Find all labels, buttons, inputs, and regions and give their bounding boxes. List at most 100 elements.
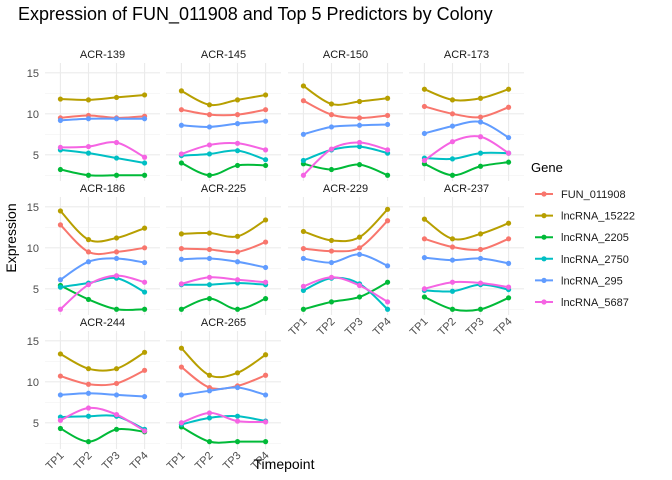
y-tick-label: 10	[27, 109, 39, 121]
data-point-fun-011908	[206, 246, 213, 253]
data-point-fun-011908	[178, 246, 185, 252]
data-point-lncrna-5687	[477, 134, 484, 140]
x-tick-label: TP1	[44, 450, 67, 473]
series-line-lncrna-15222	[303, 208, 389, 243]
data-point-fun-011908	[234, 249, 241, 255]
data-point-lncrna-15222	[505, 86, 512, 92]
series-line-lncrna-5687	[181, 411, 266, 424]
series-line-lncrna-5687	[424, 280, 509, 290]
data-point-lncrna-295	[328, 259, 335, 266]
x-tick-label: TP2	[436, 316, 459, 339]
data-point-lncrna-2750	[300, 157, 307, 164]
data-point-lncrna-2205	[356, 294, 363, 300]
data-point-lncrna-2205	[477, 306, 484, 312]
legend-key-point	[541, 256, 547, 262]
data-point-fun-011908	[262, 239, 269, 245]
data-point-lncrna-2750	[477, 150, 484, 156]
data-point-lncrna-295	[178, 256, 185, 262]
data-point-lncrna-5687	[300, 172, 307, 178]
x-axis-title: Timepoint	[254, 456, 315, 472]
y-tick-label: 15	[27, 68, 39, 80]
data-point-lncrna-2205	[141, 172, 148, 178]
data-point-fun-011908	[57, 222, 64, 228]
series-line-lncrna-295	[181, 120, 266, 128]
panel-acr-225: ACR-225	[166, 183, 281, 315]
data-point-lncrna-5687	[206, 410, 213, 416]
data-point-lncrna-295	[505, 134, 512, 141]
series-line-lncrna-2205	[180, 162, 266, 177]
data-point-lncrna-5687	[178, 281, 185, 287]
data-point-lncrna-15222	[262, 92, 269, 98]
data-point-lncrna-5687	[57, 417, 64, 423]
series-line-fun-011908	[60, 114, 145, 119]
data-point-lncrna-295	[141, 259, 148, 266]
series-line-lncrna-2750	[424, 283, 509, 293]
series-line-lncrna-2205	[303, 281, 389, 311]
data-point-lncrna-2750	[356, 143, 363, 150]
series-line-lncrna-5687	[302, 141, 388, 176]
data-point-lncrna-15222	[262, 217, 269, 223]
series-line-lncrna-5687	[181, 276, 266, 285]
data-point-lncrna-15222	[206, 230, 213, 236]
data-point-lncrna-2205	[328, 166, 335, 173]
panel-acr-145: ACR-145	[166, 49, 281, 181]
data-point-lncrna-5687	[477, 280, 484, 286]
data-point-lncrna-5687	[113, 139, 120, 146]
data-point-lncrna-15222	[505, 220, 512, 226]
data-point-lncrna-295	[356, 251, 363, 257]
series-line-fun-011908	[181, 108, 266, 117]
y-tick-label: 10	[27, 243, 39, 255]
data-point-lncrna-2750	[57, 284, 64, 290]
data-point-lncrna-2205	[262, 439, 269, 445]
data-point-lncrna-2205	[328, 299, 335, 305]
data-point-lncrna-2750	[384, 306, 391, 312]
data-point-lncrna-2205	[421, 294, 428, 300]
data-point-lncrna-15222	[356, 234, 363, 240]
series-line-lncrna-2750	[181, 149, 266, 161]
data-point-lncrna-5687	[384, 147, 391, 153]
data-point-lncrna-295	[384, 121, 391, 128]
data-point-fun-011908	[477, 246, 484, 253]
data-point-fun-011908	[206, 112, 213, 118]
data-point-lncrna-5687	[141, 279, 148, 285]
data-point-lncrna-5687	[262, 147, 269, 153]
series-line-lncrna-2205	[180, 425, 266, 444]
series-line-lncrna-15222	[59, 210, 145, 243]
data-point-lncrna-295	[234, 121, 241, 127]
data-point-lncrna-15222	[113, 235, 120, 241]
series-line-lncrna-295	[60, 392, 145, 398]
series-line-fun-011908	[59, 224, 145, 256]
data-point-lncrna-5687	[300, 283, 307, 289]
data-point-fun-011908	[85, 249, 92, 255]
data-point-lncrna-5687	[328, 274, 335, 280]
legend-item-fun-011908: FUN_011908	[535, 189, 626, 201]
data-point-lncrna-5687	[384, 299, 391, 305]
data-point-lncrna-5687	[421, 286, 428, 292]
series-line-lncrna-295	[60, 117, 145, 122]
data-point-lncrna-295	[113, 255, 120, 262]
legend-key-point	[541, 299, 547, 305]
data-point-lncrna-5687	[505, 284, 512, 290]
panel-label: ACR-237	[444, 183, 489, 195]
x-tick-label: TP4	[128, 450, 151, 473]
data-point-lncrna-2750	[262, 157, 269, 163]
data-point-lncrna-295	[234, 384, 241, 391]
legend: Gene FUN_011908 lncRNA_15222 lncRNA_2205ln…	[531, 160, 635, 309]
data-point-lncrna-5687	[57, 144, 64, 151]
data-point-lncrna-295	[421, 255, 428, 261]
y-tick-label: 15	[27, 336, 39, 348]
series-line-lncrna-295	[424, 120, 510, 139]
data-point-fun-011908	[113, 380, 120, 387]
data-point-lncrna-5687	[356, 282, 363, 289]
data-point-lncrna-295	[206, 388, 213, 394]
series-line-fun-011908	[60, 369, 146, 387]
series-line-lncrna-2205	[59, 284, 145, 311]
data-point-fun-011908	[85, 381, 92, 387]
data-point-lncrna-295	[477, 255, 484, 262]
x-tick-label: TP4	[492, 316, 515, 339]
series-line-lncrna-15222	[424, 88, 509, 102]
data-point-lncrna-15222	[421, 216, 428, 222]
data-point-lncrna-2205	[356, 162, 363, 168]
series-line-fun-011908	[424, 105, 509, 119]
x-tick-label: TP1	[408, 316, 431, 339]
